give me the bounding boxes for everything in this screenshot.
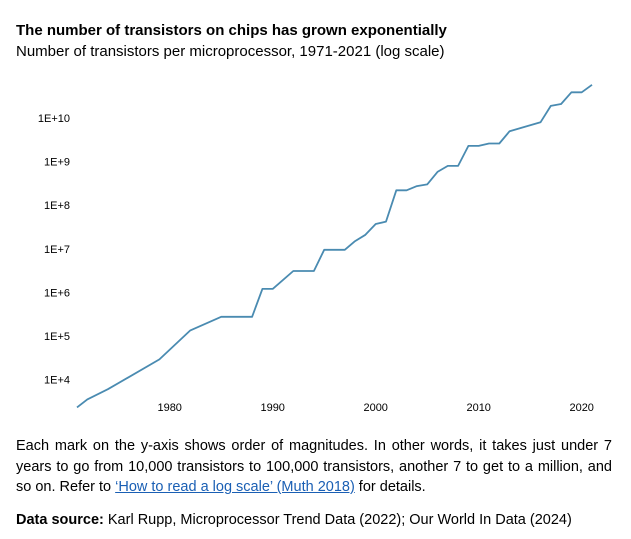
transistor-line-chart: 1E+4 1E+5 1E+6 1E+7 1E+8 1E+9 1E+10 1980 1990 20…	[38, 84, 594, 414]
log-scale-note: Each mark on the y-axis shows order of m…	[16, 436, 612, 498]
y-tick-label: 1E+9	[44, 157, 70, 169]
y-tick-label: 1E+10	[38, 113, 70, 125]
x-tick-label: 2010	[466, 402, 490, 414]
data-source-label: Data source:	[16, 512, 104, 528]
x-tick-label: 2020	[569, 402, 593, 414]
note-text-after: for details.	[354, 479, 426, 495]
y-axis-ticks: 1E+4 1E+5 1E+6 1E+7 1E+8 1E+9 1E+10	[38, 113, 70, 387]
y-tick-label: 1E+6	[44, 287, 70, 299]
data-source: Data source: Karl Rupp, Microprocessor T…	[16, 512, 572, 528]
chart-title: The number of transistors on chips has g…	[16, 22, 447, 39]
y-tick-label: 1E+5	[44, 331, 70, 343]
y-tick-label: 1E+4	[44, 375, 70, 387]
series-group	[76, 84, 593, 409]
data-source-text: Karl Rupp, Microprocessor Trend Data (20…	[107, 512, 572, 528]
y-tick-label: 1E+8	[44, 200, 70, 212]
x-tick-label: 2000	[363, 402, 387, 414]
y-tick-label: 1E+7	[44, 244, 70, 256]
log-scale-link[interactable]: ‘How to read a log scale’ (Muth 2018)	[115, 479, 355, 495]
chart-subtitle: Number of transistors per microprocessor…	[16, 43, 445, 60]
transistor-count-line	[76, 84, 593, 409]
x-tick-label: 1990	[260, 402, 284, 414]
x-axis-ticks: 1980 1990 2000 2010 2020	[157, 402, 593, 414]
x-tick-label: 1980	[157, 402, 181, 414]
note-text-before: Each mark on the y-axis shows order of m…	[16, 438, 612, 495]
